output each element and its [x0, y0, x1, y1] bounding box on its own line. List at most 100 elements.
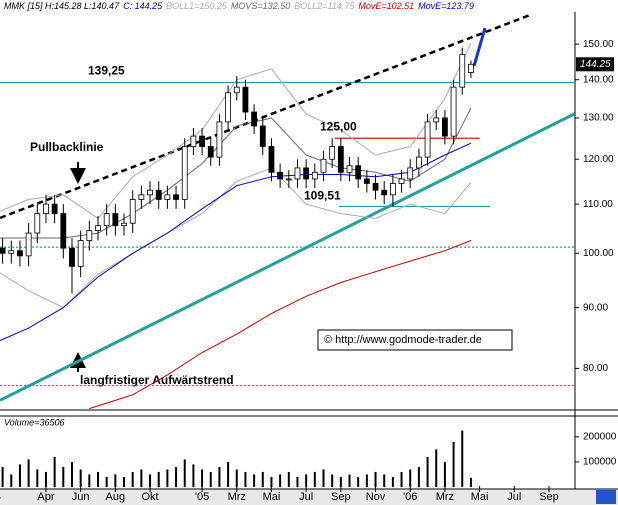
volume-bar	[131, 471, 134, 487]
volume-bar	[244, 471, 247, 487]
x-tick-label: Sep	[539, 491, 559, 503]
volume-bar	[218, 466, 221, 487]
volume-bar	[365, 474, 368, 487]
x-tick-label: Aug	[106, 491, 126, 503]
candle-body	[442, 117, 448, 137]
volume-bar	[1, 466, 4, 487]
candle-body	[459, 54, 466, 88]
volume-bar	[62, 466, 65, 487]
annotation: Pullbacklinie	[30, 140, 104, 154]
candle-body	[415, 156, 422, 169]
volume-bar	[417, 466, 420, 487]
candle-body	[398, 178, 405, 184]
volume-bar	[322, 469, 325, 487]
x-tick-label: Mai	[263, 491, 281, 503]
volume-label: Volume=36506	[4, 417, 64, 427]
volume-bar	[157, 471, 160, 487]
volume-bar	[435, 449, 438, 487]
x-tick-label: Jul	[507, 491, 521, 503]
volume-bar	[27, 459, 30, 487]
volume-bar	[409, 469, 412, 487]
candle-body	[346, 165, 353, 173]
candle-body	[433, 117, 440, 123]
candle-body	[138, 194, 145, 200]
candle-body	[121, 222, 127, 227]
y-tick-label: 140.00	[583, 74, 614, 85]
candle-body	[259, 125, 266, 147]
volume-bar	[461, 430, 464, 487]
volume-bar	[313, 471, 316, 487]
corner-icon[interactable]	[596, 490, 616, 504]
x-tick-label: Jun	[72, 491, 90, 503]
indicator-line	[0, 167, 472, 309]
x-tick-label: '06	[403, 491, 417, 503]
volume-bar	[391, 476, 394, 487]
candle-body	[251, 111, 258, 127]
indicator-line	[0, 107, 472, 239]
indicator-line	[89, 240, 472, 410]
legend-entry: MovE=123.79	[418, 1, 474, 11]
y-tick-label: 150.00	[583, 39, 614, 50]
volume-bar	[88, 474, 91, 487]
volume-bar	[253, 474, 256, 487]
x-tick-label: Mai	[471, 491, 489, 503]
candle-body	[372, 183, 379, 191]
candle-body	[355, 165, 362, 180]
arrow	[472, 27, 487, 67]
volume-bar	[357, 476, 360, 487]
candle-body	[294, 167, 301, 180]
candle-body	[468, 63, 474, 73]
candle-body	[173, 194, 179, 200]
volume-bar	[209, 471, 212, 487]
candle-body	[233, 86, 240, 94]
candle-body	[60, 213, 67, 249]
candle-body	[363, 178, 370, 184]
legend-entry: MovE=102.51	[358, 1, 414, 11]
candle-body	[329, 146, 336, 160]
volume-bar	[469, 477, 472, 487]
legend-entry: BOLL2=114.75	[294, 1, 355, 11]
volume-bar	[10, 474, 13, 487]
volume-bar	[383, 474, 386, 487]
price-tag	[576, 57, 614, 72]
y-tick-label: 90.00	[583, 302, 608, 313]
volume-bar	[18, 464, 21, 487]
volume-bar	[140, 469, 143, 487]
volume-bar	[79, 469, 82, 487]
candle-body	[407, 167, 414, 180]
volume-bar	[70, 461, 73, 487]
candle-body	[155, 189, 162, 200]
y-tick-label: 110.00	[583, 199, 613, 210]
x-axis-band	[0, 489, 618, 505]
candle-body	[216, 121, 223, 158]
y-tick-label: 120.00	[583, 154, 614, 165]
x-tick-label: Sep	[331, 491, 351, 503]
x-tick-label: Mrz	[436, 491, 454, 503]
volume-tick-label: 200000	[583, 431, 617, 442]
x-tick-label: Apr	[37, 491, 54, 503]
candle-body	[95, 225, 101, 231]
volume-bar	[123, 476, 126, 487]
x-tick-label: '04	[0, 491, 1, 503]
volume-bar	[53, 456, 56, 487]
volume-bar	[374, 471, 377, 487]
candle-body	[164, 194, 171, 200]
candle-body	[77, 240, 84, 267]
annotation: langfristiger Aufwärtstrend	[80, 373, 234, 387]
level-label: 139,25	[88, 64, 125, 78]
volume-bar	[227, 461, 230, 487]
x-tick-label: Nov	[366, 491, 386, 503]
volume-bar	[279, 474, 282, 487]
header-item: MMK [15] H:145.28 L:140.47	[4, 1, 120, 11]
legend-entry: BOLL1=150.25	[166, 1, 228, 11]
level-label: 109,51	[304, 189, 341, 203]
volume-bar	[270, 476, 273, 487]
candle-body	[43, 203, 49, 214]
candle-body	[69, 247, 75, 267]
candle-body	[207, 146, 214, 158]
candle-body	[242, 86, 249, 113]
header: MMK [15] H:145.28 L:140.47 C: 144.25 BOLL1…	[4, 1, 474, 11]
legend-entry: MOVS=132.50	[231, 1, 290, 11]
candle-body	[86, 230, 93, 241]
